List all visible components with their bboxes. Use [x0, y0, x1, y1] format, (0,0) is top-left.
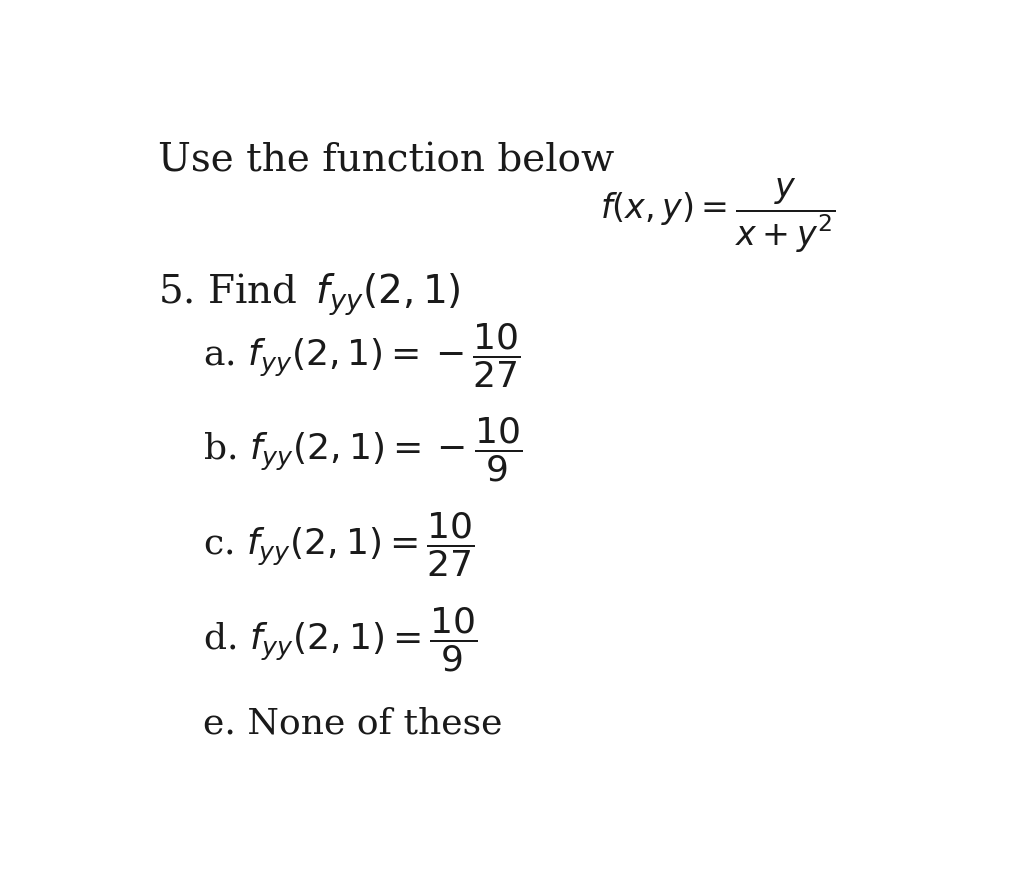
Text: 5. Find $\,f_{yy}(2,1)$: 5. Find $\,f_{yy}(2,1)$ — [158, 271, 461, 317]
Text: b. $f_{yy}(2,1) = -\dfrac{10}{9}$: b. $f_{yy}(2,1) = -\dfrac{10}{9}$ — [204, 416, 522, 484]
Text: c. $f_{yy}(2,1) = \dfrac{10}{27}$: c. $f_{yy}(2,1) = \dfrac{10}{27}$ — [204, 510, 475, 578]
Text: a. $f_{yy}(2,1) = -\dfrac{10}{27}$: a. $f_{yy}(2,1) = -\dfrac{10}{27}$ — [204, 321, 521, 389]
Text: Use the function below: Use the function below — [158, 142, 614, 179]
Text: e. None of these: e. None of these — [204, 706, 503, 740]
Text: d. $f_{yy}(2,1) = \dfrac{10}{9}$: d. $f_{yy}(2,1) = \dfrac{10}{9}$ — [204, 604, 478, 673]
Text: $f(x, y) = \dfrac{y}{x + y^{2}}$: $f(x, y) = \dfrac{y}{x + y^{2}}$ — [600, 176, 836, 254]
